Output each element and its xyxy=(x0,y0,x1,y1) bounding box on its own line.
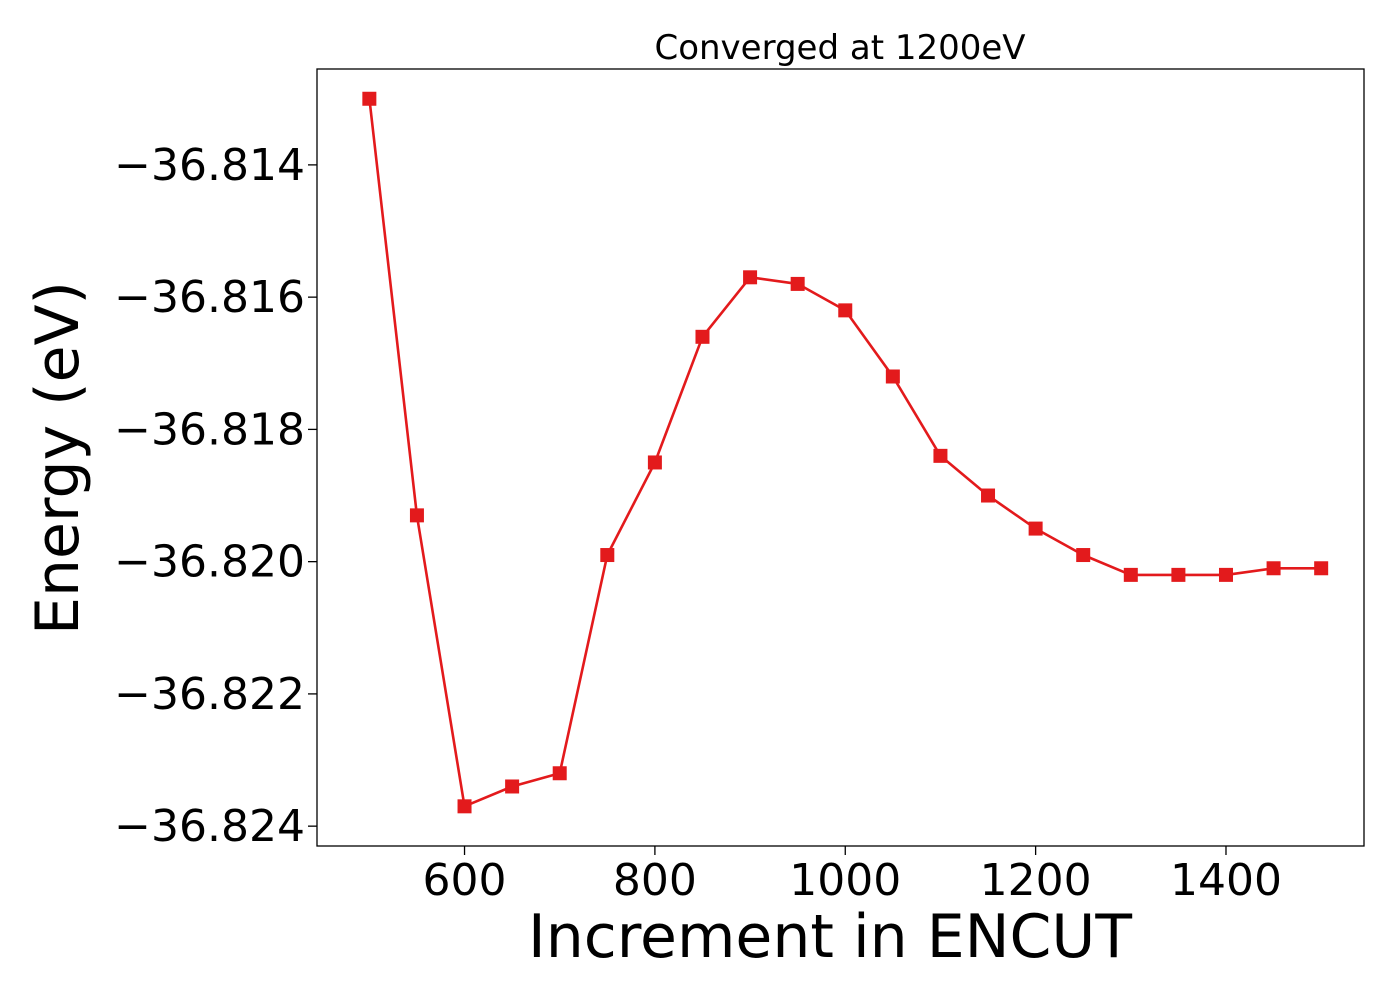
data-point-marker xyxy=(1123,567,1138,582)
data-point-marker xyxy=(933,448,948,463)
y-tick-label: −36.820 xyxy=(114,537,305,588)
y-tick-label: −36.818 xyxy=(114,404,305,455)
data-point-marker xyxy=(1266,561,1281,576)
data-point-marker xyxy=(457,799,472,814)
y-axis-label: Energy (eV) xyxy=(23,281,93,635)
x-tick-label: 1000 xyxy=(789,855,901,906)
x-tick-label: 1200 xyxy=(980,855,1092,906)
y-tick-label: −36.822 xyxy=(114,669,305,720)
x-tick-label: 600 xyxy=(423,855,507,906)
data-point-marker xyxy=(1171,567,1186,582)
series-line xyxy=(368,98,1322,808)
data-point-marker xyxy=(838,303,853,318)
x-tick-label: 1400 xyxy=(1170,855,1282,906)
data-point-marker xyxy=(1028,521,1043,536)
chart-title: Converged at 1200eV xyxy=(654,28,1025,68)
y-tick-label: −36.816 xyxy=(114,272,305,323)
y-tick-label: −36.824 xyxy=(114,801,305,852)
y-axis: −36.814 −36.816 −36.818 −36.820 −36.822 −36.8… xyxy=(114,140,317,852)
plot-area xyxy=(316,68,1365,847)
data-point-marker xyxy=(647,455,662,470)
series-layer xyxy=(362,91,1329,814)
data-point-marker xyxy=(885,369,900,384)
data-point-marker xyxy=(505,779,520,794)
data-point-marker xyxy=(600,548,615,563)
x-axis-label: Increment in ENCUT xyxy=(528,902,1132,972)
data-point-marker xyxy=(1076,548,1091,563)
data-point-marker xyxy=(552,766,567,781)
data-point-marker xyxy=(981,488,996,503)
data-point-marker xyxy=(1314,561,1329,576)
data-point-marker xyxy=(695,329,710,344)
x-axis: 600 800 1000 1200 1400 xyxy=(423,846,1282,906)
data-point-marker xyxy=(743,270,758,285)
plot-frame xyxy=(316,68,1365,847)
data-point-marker xyxy=(1218,567,1233,582)
data-point-marker xyxy=(409,508,424,523)
x-tick-label: 800 xyxy=(613,855,697,906)
y-tick-label: −36.814 xyxy=(114,140,305,191)
data-point-marker xyxy=(362,91,377,106)
data-point-marker xyxy=(790,276,805,291)
